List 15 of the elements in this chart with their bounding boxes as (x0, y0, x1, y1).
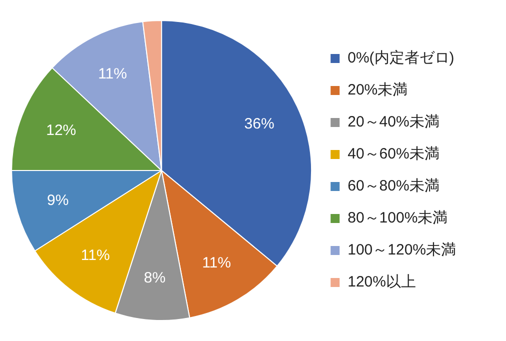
data-label: 11% (80, 246, 110, 264)
data-label: 12% (46, 122, 76, 139)
data-label: 9% (47, 192, 69, 209)
data-label: 8% (144, 269, 166, 286)
legend-label: 120%以上 (348, 274, 416, 291)
legend-label: 40～60%未満 (348, 146, 440, 163)
data-label: 36% (244, 116, 274, 133)
data-label: 11% (98, 65, 127, 82)
legend-label: 20%未満 (348, 82, 408, 99)
legend-label: 60～80%未満 (348, 178, 440, 195)
legend-label: 80～100%未満 (348, 210, 448, 227)
data-label: 11% (202, 254, 231, 272)
legend-label: 0%(内定者ゼロ) (348, 50, 454, 67)
legend-label: 20～40%未満 (348, 114, 440, 131)
legend-label: 100～120%未満 (348, 242, 456, 259)
